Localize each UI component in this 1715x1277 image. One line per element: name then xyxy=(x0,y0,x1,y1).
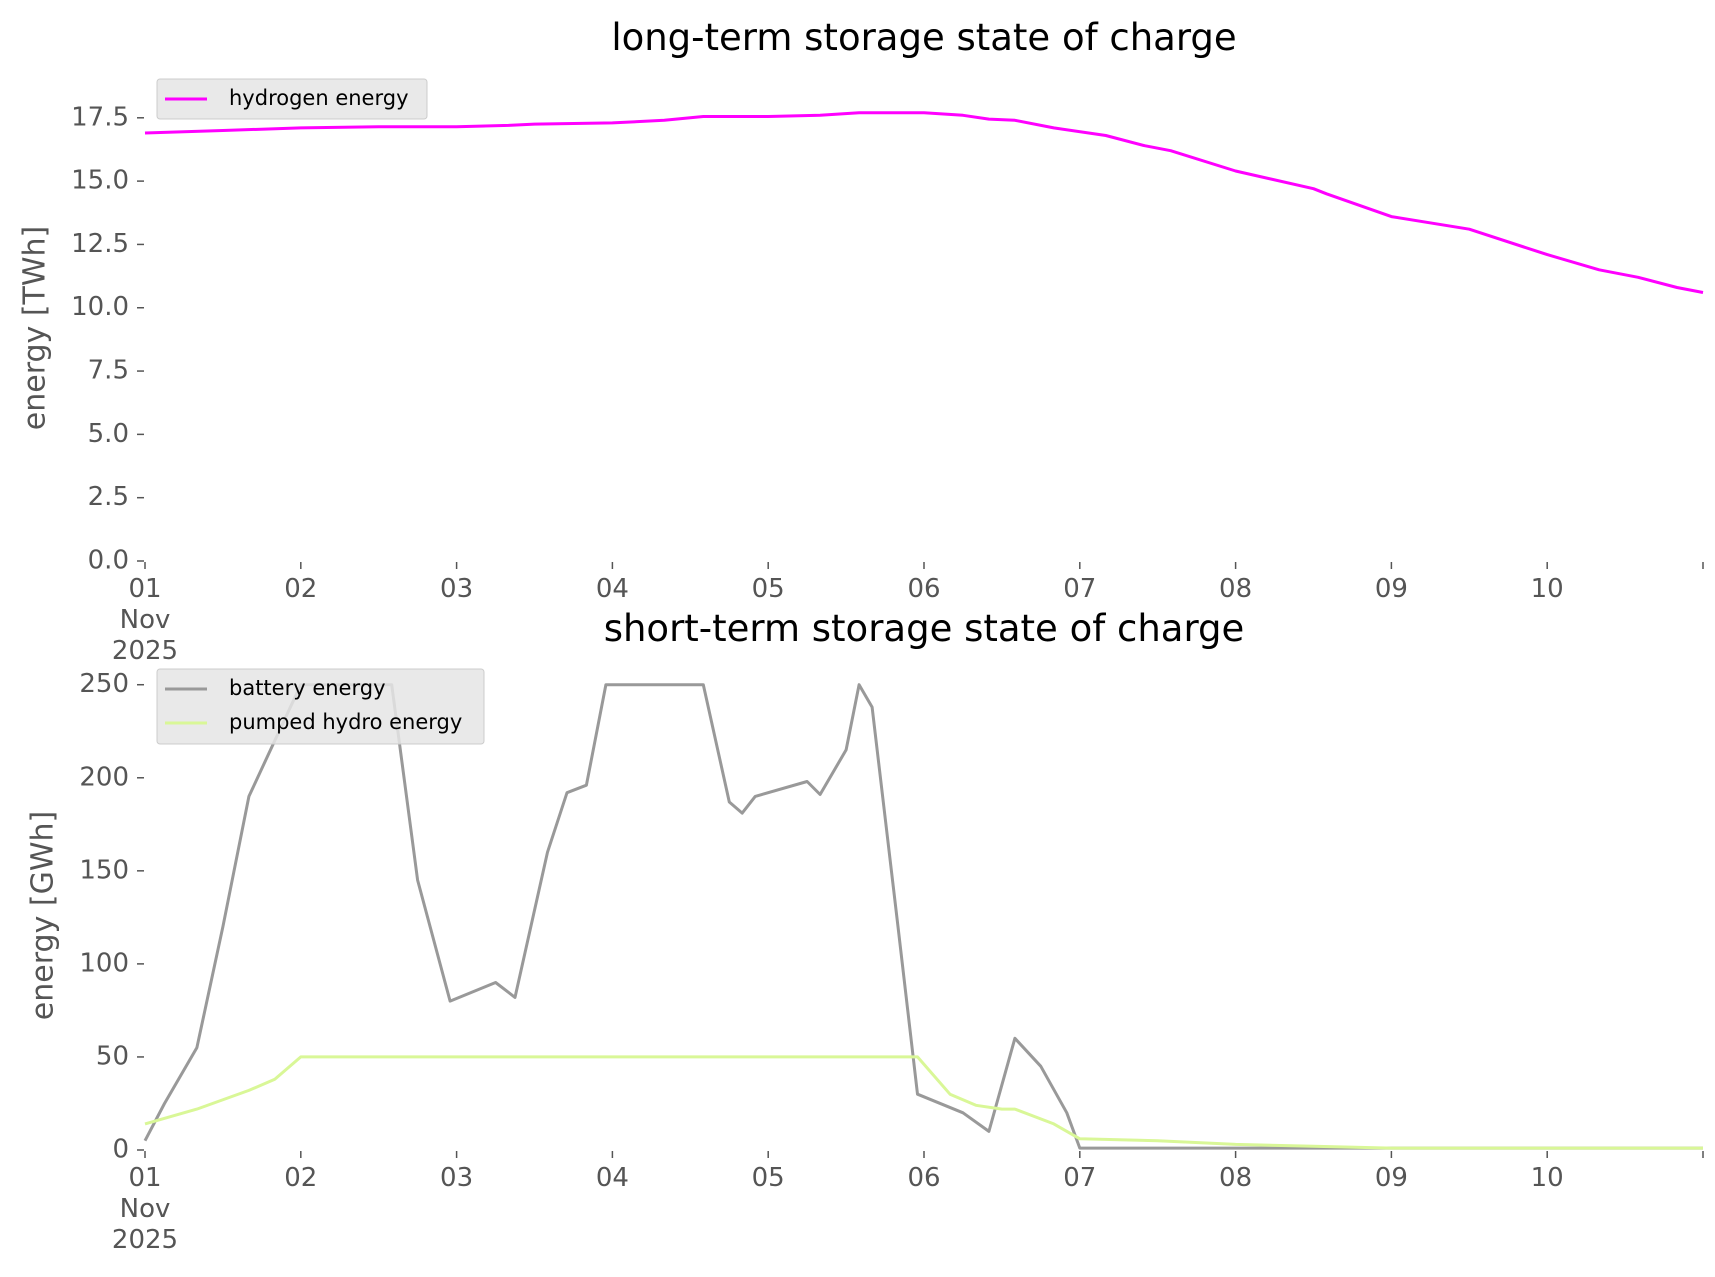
x-tick-label: 02 xyxy=(284,1163,317,1193)
x-tick-label: 2025 xyxy=(112,1225,178,1255)
x-tick-label: 09 xyxy=(1375,574,1408,604)
y-tick-label: 50 xyxy=(96,1041,129,1071)
y-tick-label: 100 xyxy=(79,948,129,978)
x-tick-label: 07 xyxy=(1063,1163,1096,1193)
x-tick-label: Nov xyxy=(120,605,171,635)
x-tick-label: 03 xyxy=(440,574,473,604)
x-tick-label: 2025 xyxy=(112,636,178,666)
x-tick-label: 02 xyxy=(284,574,317,604)
legend-box xyxy=(156,78,428,120)
y-tick-label: 17.5 xyxy=(71,102,129,132)
series-line-hydrogen-energy xyxy=(144,111,1704,294)
legend-label: pumped hydro energy xyxy=(229,710,462,734)
y-tick-label: 250 xyxy=(79,669,129,699)
legend-label: battery energy xyxy=(229,676,386,700)
y-axis-label: energy [GWh] xyxy=(26,811,61,1020)
chart-title: short-term storage state of charge xyxy=(604,607,1245,650)
long-term-storage-chart: long-term storage state of charge energy … xyxy=(18,16,1704,666)
x-tick-label: Nov xyxy=(120,1194,171,1224)
x-tick-label: 03 xyxy=(440,1163,473,1193)
y-tick-label: 0 xyxy=(112,1135,129,1165)
short-term-storage-chart: short-term storage state of charge energy… xyxy=(26,607,1704,1255)
y-tick-label: 200 xyxy=(79,762,129,792)
chart-title: long-term storage state of charge xyxy=(611,16,1236,59)
legend-box xyxy=(156,668,485,745)
x-tick-label: 10 xyxy=(1531,574,1564,604)
x-tick-label: 04 xyxy=(596,1163,629,1193)
x-tick-label: 06 xyxy=(907,1163,940,1193)
x-tick-label: 04 xyxy=(596,574,629,604)
y-tick-label: 12.5 xyxy=(71,229,129,259)
x-tick-label: 08 xyxy=(1219,1163,1252,1193)
x-tick-label: 08 xyxy=(1219,574,1252,604)
y-tick-label: 5.0 xyxy=(88,419,129,449)
x-tick-label: 01 xyxy=(128,1163,161,1193)
y-tick-label: 0.0 xyxy=(88,546,129,576)
x-tick-label: 07 xyxy=(1063,574,1096,604)
x-tick-label: 01 xyxy=(128,574,161,604)
y-tick-label: 2.5 xyxy=(88,482,129,512)
y-tick-label: 7.5 xyxy=(88,356,129,386)
x-tick-label: 05 xyxy=(752,574,785,604)
series-line-battery-energy xyxy=(143,683,1703,1150)
legend-label: hydrogen energy xyxy=(229,86,409,110)
series-line-pumped-hydro-energy xyxy=(144,1055,1703,1150)
y-tick-label: 10.0 xyxy=(71,292,129,322)
x-tick-label: 05 xyxy=(752,1163,785,1193)
x-tick-label: 09 xyxy=(1375,1163,1408,1193)
y-tick-label: 150 xyxy=(79,855,129,885)
x-tick-label: 06 xyxy=(907,574,940,604)
x-tick-label: 10 xyxy=(1531,1163,1564,1193)
y-axis-label: energy [TWh] xyxy=(18,226,53,430)
y-tick-label: 15.0 xyxy=(71,166,129,196)
